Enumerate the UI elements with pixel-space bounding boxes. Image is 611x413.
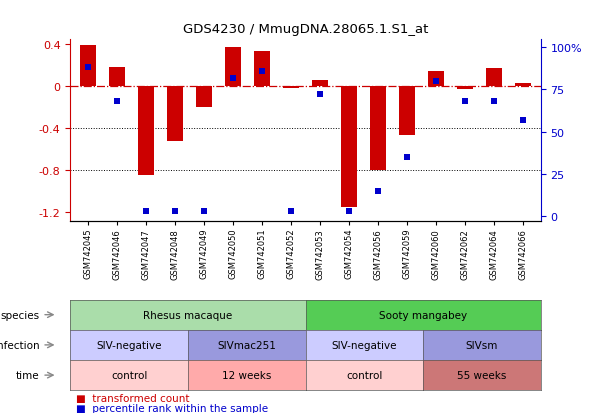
Text: ■  transformed count: ■ transformed count bbox=[76, 393, 190, 403]
Text: time: time bbox=[16, 370, 40, 380]
Bar bbox=[428, 72, 444, 87]
Point bbox=[199, 208, 209, 215]
Text: Sooty mangabey: Sooty mangabey bbox=[379, 310, 467, 320]
Bar bbox=[370, 87, 386, 171]
Text: SIVsm: SIVsm bbox=[466, 340, 498, 350]
Point bbox=[228, 75, 238, 82]
Point bbox=[286, 208, 296, 215]
Point bbox=[257, 68, 267, 75]
Text: SIV-negative: SIV-negative bbox=[97, 340, 162, 350]
Bar bbox=[457, 87, 473, 90]
Point bbox=[431, 78, 441, 85]
Text: SIVmac251: SIVmac251 bbox=[218, 340, 276, 350]
Bar bbox=[399, 87, 415, 135]
Bar bbox=[283, 87, 299, 89]
Bar bbox=[254, 52, 270, 87]
Point bbox=[141, 208, 151, 215]
Text: 12 weeks: 12 weeks bbox=[222, 370, 271, 380]
Bar bbox=[341, 87, 357, 208]
Point bbox=[344, 208, 354, 215]
Text: Rhesus macaque: Rhesus macaque bbox=[143, 310, 233, 320]
Text: control: control bbox=[346, 370, 382, 380]
Title: GDS4230 / MmugDNA.28065.1.S1_at: GDS4230 / MmugDNA.28065.1.S1_at bbox=[183, 23, 428, 36]
Point bbox=[315, 92, 325, 98]
Bar bbox=[515, 84, 532, 87]
Bar bbox=[167, 87, 183, 142]
Point bbox=[402, 154, 412, 161]
Text: ■  percentile rank within the sample: ■ percentile rank within the sample bbox=[76, 403, 268, 413]
Point bbox=[460, 99, 470, 105]
Point bbox=[373, 188, 383, 195]
Bar bbox=[196, 87, 212, 108]
Point bbox=[83, 65, 93, 71]
Bar bbox=[138, 87, 154, 175]
Point bbox=[489, 99, 499, 105]
Bar bbox=[109, 68, 125, 87]
Point bbox=[518, 117, 528, 124]
Bar bbox=[225, 48, 241, 87]
Text: 55 weeks: 55 weeks bbox=[457, 370, 507, 380]
Text: infection: infection bbox=[0, 340, 40, 350]
Text: control: control bbox=[111, 370, 147, 380]
Text: SIV-negative: SIV-negative bbox=[332, 340, 397, 350]
Point bbox=[170, 208, 180, 215]
Bar bbox=[486, 69, 502, 87]
Point bbox=[112, 99, 122, 105]
Bar bbox=[79, 46, 96, 87]
Bar bbox=[312, 81, 328, 87]
Text: species: species bbox=[1, 310, 40, 320]
